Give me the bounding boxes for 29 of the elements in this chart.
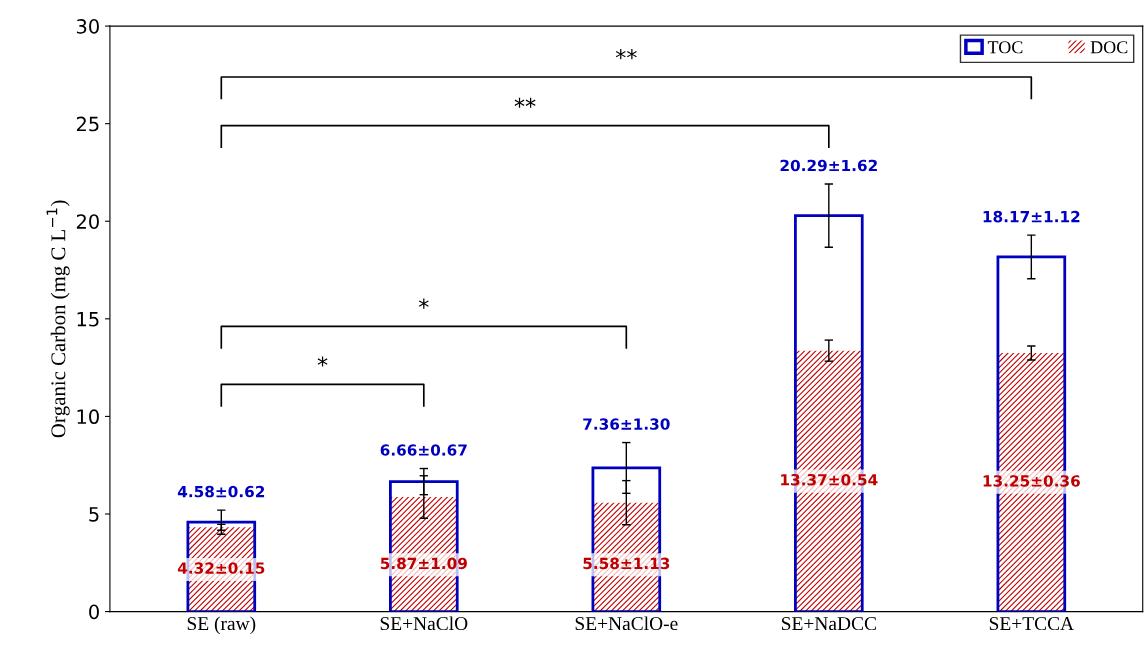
y-tick-label: 25 bbox=[76, 116, 99, 132]
data-label: 4.32±0.15 bbox=[177, 562, 265, 574]
data-label: 4.58±0.62 bbox=[177, 485, 265, 498]
y-tick-label: 20 bbox=[76, 214, 99, 229]
y-tick-label: 5 bbox=[89, 507, 99, 522]
data-label: 18.17±1.12 bbox=[983, 210, 1080, 223]
y-tick-label: 10 bbox=[77, 409, 99, 425]
x-tick-label: SE+NaClO bbox=[380, 616, 468, 631]
data-label: 5.58±1.13 bbox=[583, 557, 670, 570]
data-label: 20.29±1.62 bbox=[780, 159, 877, 172]
legend-label: DOC bbox=[1090, 41, 1128, 54]
data-label: 13.25±0.36 bbox=[983, 475, 1080, 487]
y-axis-title: Organic Carbon (mg C L$^{−1}$) bbox=[46, 200, 70, 438]
y-tick-label: 15 bbox=[77, 312, 99, 327]
y-tick-label: 0 bbox=[89, 604, 99, 620]
annotation: ** bbox=[514, 97, 536, 108]
data-label: 7.36±1.30 bbox=[583, 418, 670, 430]
x-tick-label: SE (raw) bbox=[187, 616, 256, 635]
legend-label: TOC bbox=[987, 41, 1023, 54]
annotation: ** bbox=[615, 49, 637, 60]
annotation: * bbox=[317, 356, 328, 367]
data-label: 6.66±0.67 bbox=[380, 444, 467, 456]
x-tick-label: SE+TCCA bbox=[989, 617, 1074, 631]
data-label: 13.37±0.54 bbox=[781, 473, 878, 486]
data-label: 5.87±1.09 bbox=[380, 557, 467, 570]
annotation: * bbox=[418, 298, 429, 309]
x-tick-label: SE+NaClO-e bbox=[575, 616, 678, 631]
y-tick-label: 30 bbox=[76, 19, 99, 34]
x-tick-label: SE+NaDCC bbox=[781, 617, 876, 631]
